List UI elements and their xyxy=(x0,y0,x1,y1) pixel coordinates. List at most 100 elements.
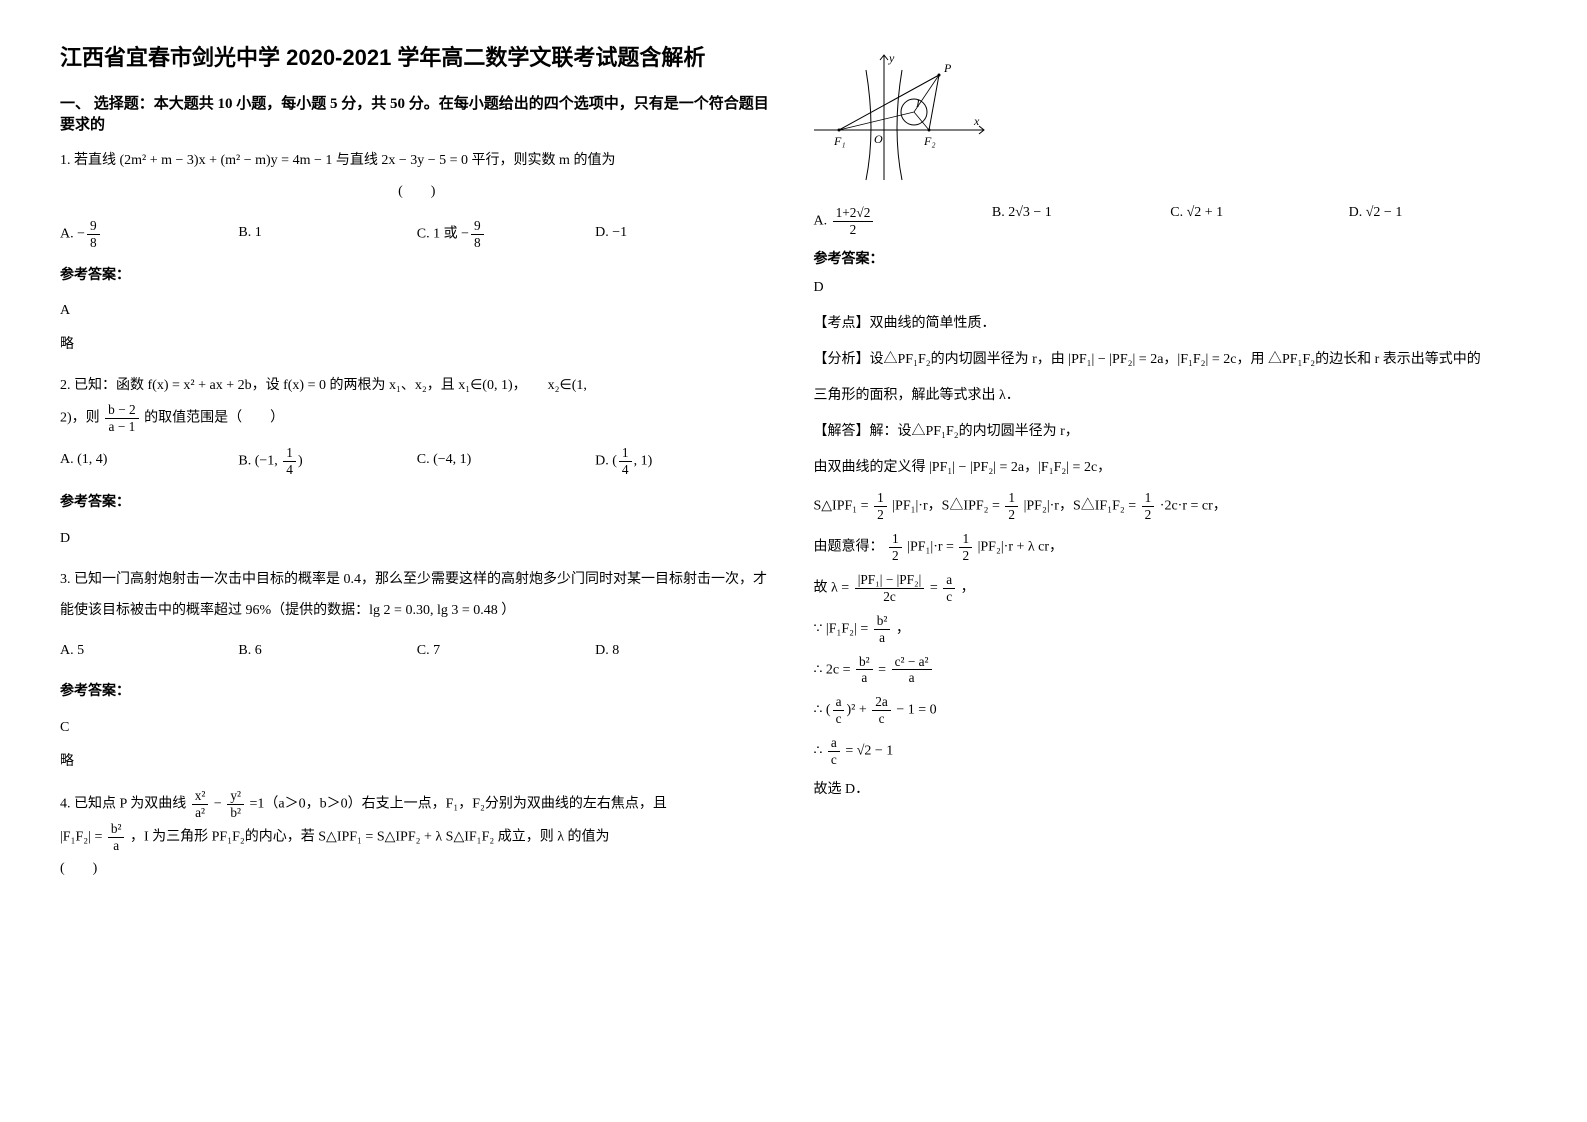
q4-chA-num: 1+2√2 xyxy=(833,205,874,222)
q3-choices: A. 5 B. 6 C. 7 D. 8 xyxy=(60,636,774,667)
q4-line2: |F₁F₂| = b²a ，I 为三角形 PF₁F₂的内心，若 S△IPF₁ =… xyxy=(60,821,774,854)
s3b: |PF₁|·r = xyxy=(907,539,954,554)
h1d: 2 xyxy=(874,507,887,523)
q1-stem-text: 1. 若直线 (2m² + m − 3)x + (m² − m)y = 4m −… xyxy=(60,153,615,168)
q3-choice-b: B. 6 xyxy=(238,636,416,667)
q3-choice-d: D. 8 xyxy=(595,636,773,667)
q4-choice-a: A. 1+2√22 xyxy=(814,205,992,238)
s4b: = xyxy=(930,580,938,595)
q4-ans: D xyxy=(814,274,1528,302)
q1-choice-a: A. −98 xyxy=(60,218,238,251)
q3-ans: C xyxy=(60,714,774,742)
s4: 故 λ = |PF₁| − |PF₂|2c = ac ， xyxy=(814,572,1528,605)
q1-chC-num: 9 xyxy=(471,218,484,235)
q4-stem-c: |F₁F₂| = xyxy=(60,829,102,844)
q4-f1-den: a² xyxy=(192,805,209,821)
s2b: |PF₁|·r，S△IPF₂ = xyxy=(892,499,1000,514)
q4-bf-den: a xyxy=(108,838,125,854)
label-I: I xyxy=(915,98,921,110)
jd-text: 解：设△PF₁F₂的内切圆半径为 r， xyxy=(870,424,1079,439)
label-P: P xyxy=(943,61,952,75)
fx-label: 【分析】 xyxy=(814,352,870,367)
q1-ans-label: 参考答案： xyxy=(60,261,774,292)
s8a: ∴ xyxy=(814,744,823,759)
s7n: a xyxy=(833,694,845,711)
s2a: S△IPF₁ = xyxy=(814,499,869,514)
q2-choice-a: A. (1, 4) xyxy=(60,445,238,478)
s8n: a xyxy=(828,735,840,752)
q4-ans-label: 参考答案： xyxy=(814,248,1528,268)
label-x: x xyxy=(973,114,980,128)
q4-stem-b: =1（a＞0，b＞0）右支上一点，F₁，F₂分别为双曲线的左右焦点，且 xyxy=(249,797,666,812)
q1-choices: A. −98 B. 1 C. 1 或 −98 D. −1 xyxy=(60,218,774,251)
s4cd: c xyxy=(943,589,955,605)
q4-fx: 【分析】设△PF₁F₂的内切圆半径为 r，由 |PF₁| − |PF₂| = 2… xyxy=(814,346,1528,374)
q1-chC-den: 8 xyxy=(471,235,484,251)
q4-stem-d: ，I 为三角形 PF₁F₂的内心，若 S△IPF₁ = S△IPF₂ + λ S… xyxy=(130,829,610,844)
q4-choices: A. 1+2√22 B. 2√3 − 1 C. √2 + 1 D. √2 − 1 xyxy=(814,205,1528,238)
s4cn: a xyxy=(943,572,955,589)
q4-dash: − xyxy=(214,797,222,812)
h3n: 1 xyxy=(1142,490,1155,507)
q2-chD-label: D. ( xyxy=(595,454,617,469)
s6a: ∴ 2c = xyxy=(814,662,851,677)
q4-choice-c: C. √2 + 1 xyxy=(1170,205,1348,238)
q2-choice-d: D. (14, 1) xyxy=(595,445,773,478)
label-F2: F₂ xyxy=(923,134,936,148)
q4-f2-num: y² xyxy=(227,788,244,805)
q1-chA-label: A. xyxy=(60,226,74,241)
q2-frac-num: b − 2 xyxy=(105,402,138,419)
s7d: c xyxy=(833,711,845,727)
q4-choice-d: D. √2 − 1 xyxy=(1349,205,1527,238)
s6n: b² xyxy=(856,654,873,671)
q3-stem: 3. 已知一门高射炮射击一次击中目标的概率是 0.4，那么至少需要这样的高射炮多… xyxy=(60,565,774,627)
q1-ans2: 略 xyxy=(60,331,774,359)
q2-choice-c: C. (−4, 1) xyxy=(417,445,595,478)
q3-ans2: 略 xyxy=(60,748,774,776)
s6cd: a xyxy=(892,670,932,686)
q1-chC-label: C. 1 或 xyxy=(417,226,458,241)
s6d: a xyxy=(856,670,873,686)
s8d: c xyxy=(828,752,840,768)
h5n: 1 xyxy=(959,531,972,548)
s5b: ， xyxy=(896,621,910,636)
right-column: F₁ F₂ O P I x y A. 1+2√22 B. 2√3 − 1 C. … xyxy=(814,40,1528,897)
question-4-stem: 4. 已知点 P 为双曲线 x²a² − y²b² =1（a＞0，b＞0）右支上… xyxy=(60,788,774,885)
s6cn: c² − a² xyxy=(892,654,932,671)
question-2: 2. 已知：函数 f(x) = x² + ax + 2b，设 f(x) = 0 … xyxy=(60,371,774,552)
s8b: = √2 − 1 xyxy=(845,744,893,759)
section-1-header: 一、 选择题：本大题共 10 小题，每小题 5 分，共 50 分。在每小题给出的… xyxy=(60,92,774,134)
s4d-text: ， xyxy=(961,580,975,595)
q2-choice-b: B. (−1, 14) xyxy=(238,445,416,478)
q1-ans: A xyxy=(60,297,774,325)
h3d: 2 xyxy=(1142,507,1155,523)
q3-ans-label: 参考答案： xyxy=(60,677,774,708)
hyperbola-diagram: F₁ F₂ O P I x y xyxy=(814,50,1528,195)
s8: ∴ ac = √2 − 1 xyxy=(814,735,1528,768)
q1-chA-den: 8 xyxy=(87,235,100,251)
q2-ans: D xyxy=(60,525,774,553)
q1-chA-num: 9 xyxy=(87,218,100,235)
s3a: 由题意得： xyxy=(814,539,884,554)
q4-jd: 【解答】解：设△PF₁F₂的内切圆半径为 r， xyxy=(814,418,1528,446)
page-title: 江西省宜春市剑光中学 2020-2021 学年高二数学文联考试题含解析 xyxy=(60,40,774,72)
q4-f2-den: b² xyxy=(227,805,244,821)
s9: 故选 D． xyxy=(814,776,1528,804)
s6b: = xyxy=(878,662,886,677)
s7: ∴ (ac)² + 2ac − 1 = 0 xyxy=(814,694,1528,727)
s6: ∴ 2c = b²a = c² − a²a xyxy=(814,654,1528,687)
q3-choice-a: A. 5 xyxy=(60,636,238,667)
q2-stem-a: 2. 已知：函数 f(x) = x² + ax + 2b，设 f(x) = 0 … xyxy=(60,378,587,393)
q2-frac-den: a − 1 xyxy=(105,419,138,435)
label-F1: F₁ xyxy=(833,134,846,148)
q1-choice-c: C. 1 或 −98 xyxy=(417,218,595,251)
q2-stem-line2: 2)，则 b − 2a − 1 的取值范围是（ ） xyxy=(60,402,774,435)
s2d: ·2c·r = cr， xyxy=(1160,499,1227,514)
s7b: )² + xyxy=(846,703,866,718)
q4-bf-num: b² xyxy=(108,821,125,838)
s1: 由双曲线的定义得 |PF₁| − |PF₂| = 2a，|F₁F₂| = 2c， xyxy=(814,454,1528,482)
q1-choice-d: D. −1 xyxy=(595,218,773,251)
q4-kd: 【考点】双曲线的简单性质． xyxy=(814,310,1528,338)
h4n: 1 xyxy=(889,531,902,548)
h4d: 2 xyxy=(889,548,902,564)
